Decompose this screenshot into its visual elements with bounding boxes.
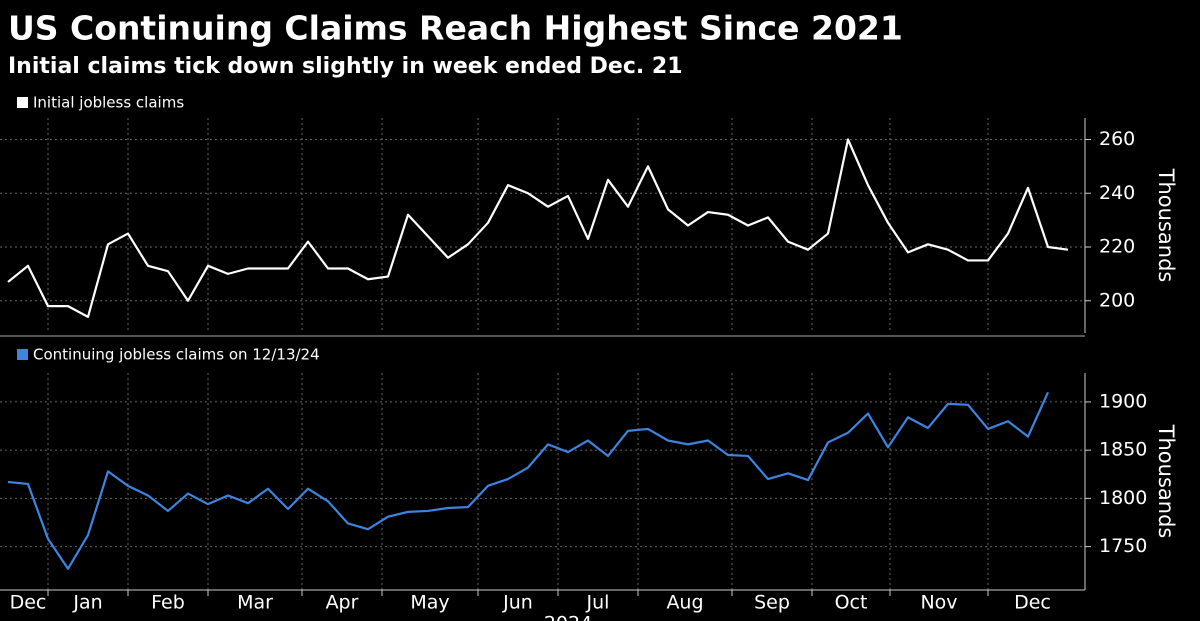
- y-tick-label: 1900: [1099, 390, 1147, 412]
- chart-subtitle: Initial claims tick down slightly in wee…: [8, 54, 683, 79]
- legend-label: Continuing jobless claims on 12/13/24: [33, 346, 320, 364]
- y-tick-label: 200: [1099, 289, 1135, 311]
- x-tick-label: May: [410, 592, 449, 614]
- x-tick-label: Oct: [835, 592, 868, 614]
- line-series: [7, 391, 1050, 570]
- x-tick-label: Mar: [237, 592, 273, 614]
- x-tick-label: Feb: [151, 592, 185, 614]
- x-tick-label: Jul: [586, 592, 610, 614]
- y-tick-label: 240: [1099, 182, 1135, 204]
- x-tick-label: Nov: [920, 592, 957, 614]
- y-axis-label: Thousands: [1154, 424, 1178, 539]
- legend-swatch: [17, 349, 28, 360]
- line-series: [7, 138, 1069, 318]
- x-tick-label: Apr: [326, 592, 359, 614]
- y-tick-label: 1800: [1099, 487, 1147, 509]
- x-tick-label: Aug: [666, 592, 703, 614]
- chart-title: US Continuing Claims Reach Highest Since…: [8, 9, 903, 48]
- x-tick-label: Jun: [502, 592, 533, 614]
- legend-swatch: [17, 97, 28, 108]
- legend-label: Initial jobless claims: [33, 94, 184, 112]
- x-tick-label: Dec: [1014, 592, 1051, 614]
- y-tick-label: 260: [1099, 128, 1135, 150]
- y-tick-label: 220: [1099, 236, 1135, 258]
- x-tick-label: Dec: [10, 592, 47, 614]
- x-tick-label: Jan: [72, 592, 102, 614]
- y-tick-label: 1850: [1099, 439, 1147, 461]
- y-axis-label: Thousands: [1154, 168, 1178, 283]
- x-tick-label: Sep: [754, 592, 790, 614]
- y-tick-label: 1750: [1099, 535, 1147, 557]
